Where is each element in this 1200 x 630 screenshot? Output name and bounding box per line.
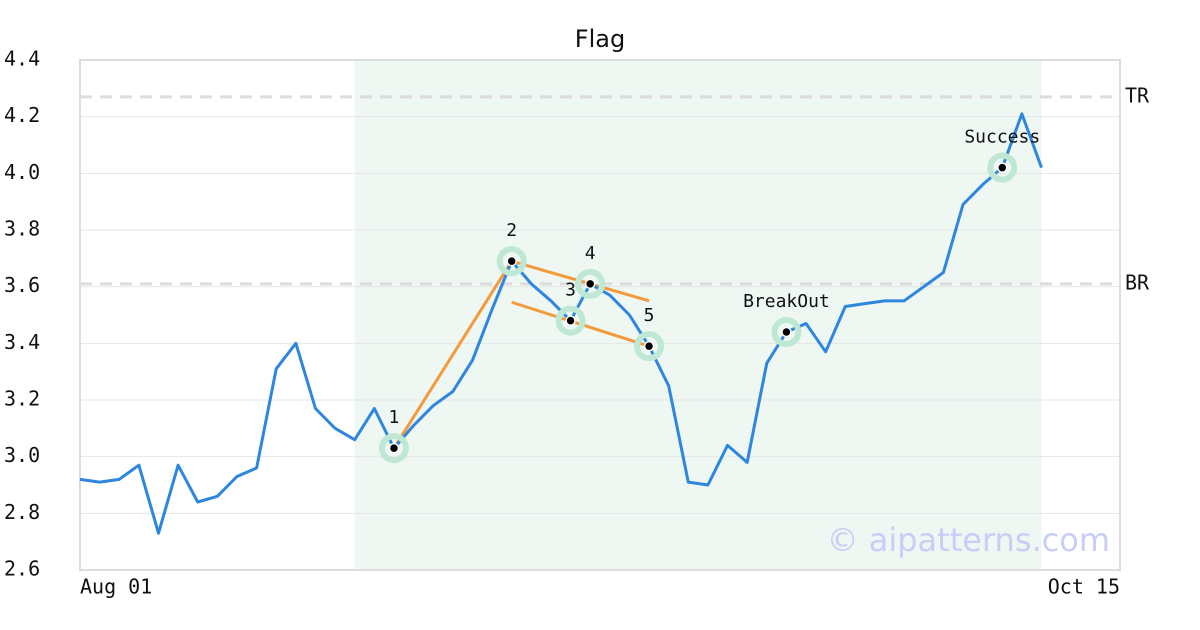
watermark: © aipatterns.com bbox=[827, 521, 1110, 559]
y-tick-label: 4.2 bbox=[4, 103, 40, 127]
pattern-region bbox=[354, 60, 1042, 570]
pattern-halo bbox=[378, 433, 409, 464]
plot-frame bbox=[79, 59, 1121, 571]
y-tick-label: 3.0 bbox=[4, 443, 40, 467]
pattern-point bbox=[997, 162, 1008, 173]
x-tick-label: Oct 15 bbox=[1048, 575, 1120, 599]
pattern-label: Success bbox=[964, 127, 1040, 148]
y-tick-label: 3.2 bbox=[4, 387, 40, 411]
chart-title: Flag bbox=[575, 25, 625, 53]
y-tick-label: 3.6 bbox=[4, 273, 40, 297]
pattern-halo bbox=[634, 331, 665, 362]
pattern-halo bbox=[987, 152, 1018, 183]
y-tick-label: 4.0 bbox=[4, 160, 40, 184]
trend-line bbox=[392, 260, 513, 449]
x-tick-label: Aug 01 bbox=[80, 575, 152, 599]
reference-label: TR bbox=[1125, 83, 1150, 107]
y-tick-label: 2.8 bbox=[4, 500, 40, 524]
pattern-halo bbox=[496, 246, 527, 277]
pattern-point bbox=[388, 442, 400, 454]
reference-label: BR bbox=[1125, 270, 1150, 294]
pattern-label: 3 bbox=[565, 280, 576, 301]
pattern-point bbox=[643, 340, 655, 352]
pattern-halo bbox=[771, 317, 802, 347]
pattern-point bbox=[506, 255, 517, 267]
pattern-label: BreakOut bbox=[743, 291, 830, 312]
y-tick-label: 3.4 bbox=[4, 330, 40, 354]
pattern-point bbox=[584, 278, 596, 290]
y-tick-label: 4.4 bbox=[4, 47, 40, 71]
pattern-label: 4 bbox=[585, 243, 596, 264]
y-tick-label: 2.6 bbox=[4, 557, 40, 581]
pattern-halo bbox=[555, 305, 586, 336]
pattern-label: 2 bbox=[506, 220, 517, 241]
pattern-label: 5 bbox=[644, 305, 655, 326]
pattern-label: 1 bbox=[389, 407, 400, 428]
pattern-halo bbox=[575, 268, 606, 299]
pattern-point bbox=[781, 326, 792, 338]
y-tick-label: 3.8 bbox=[4, 217, 40, 241]
pattern-point bbox=[565, 315, 576, 326]
